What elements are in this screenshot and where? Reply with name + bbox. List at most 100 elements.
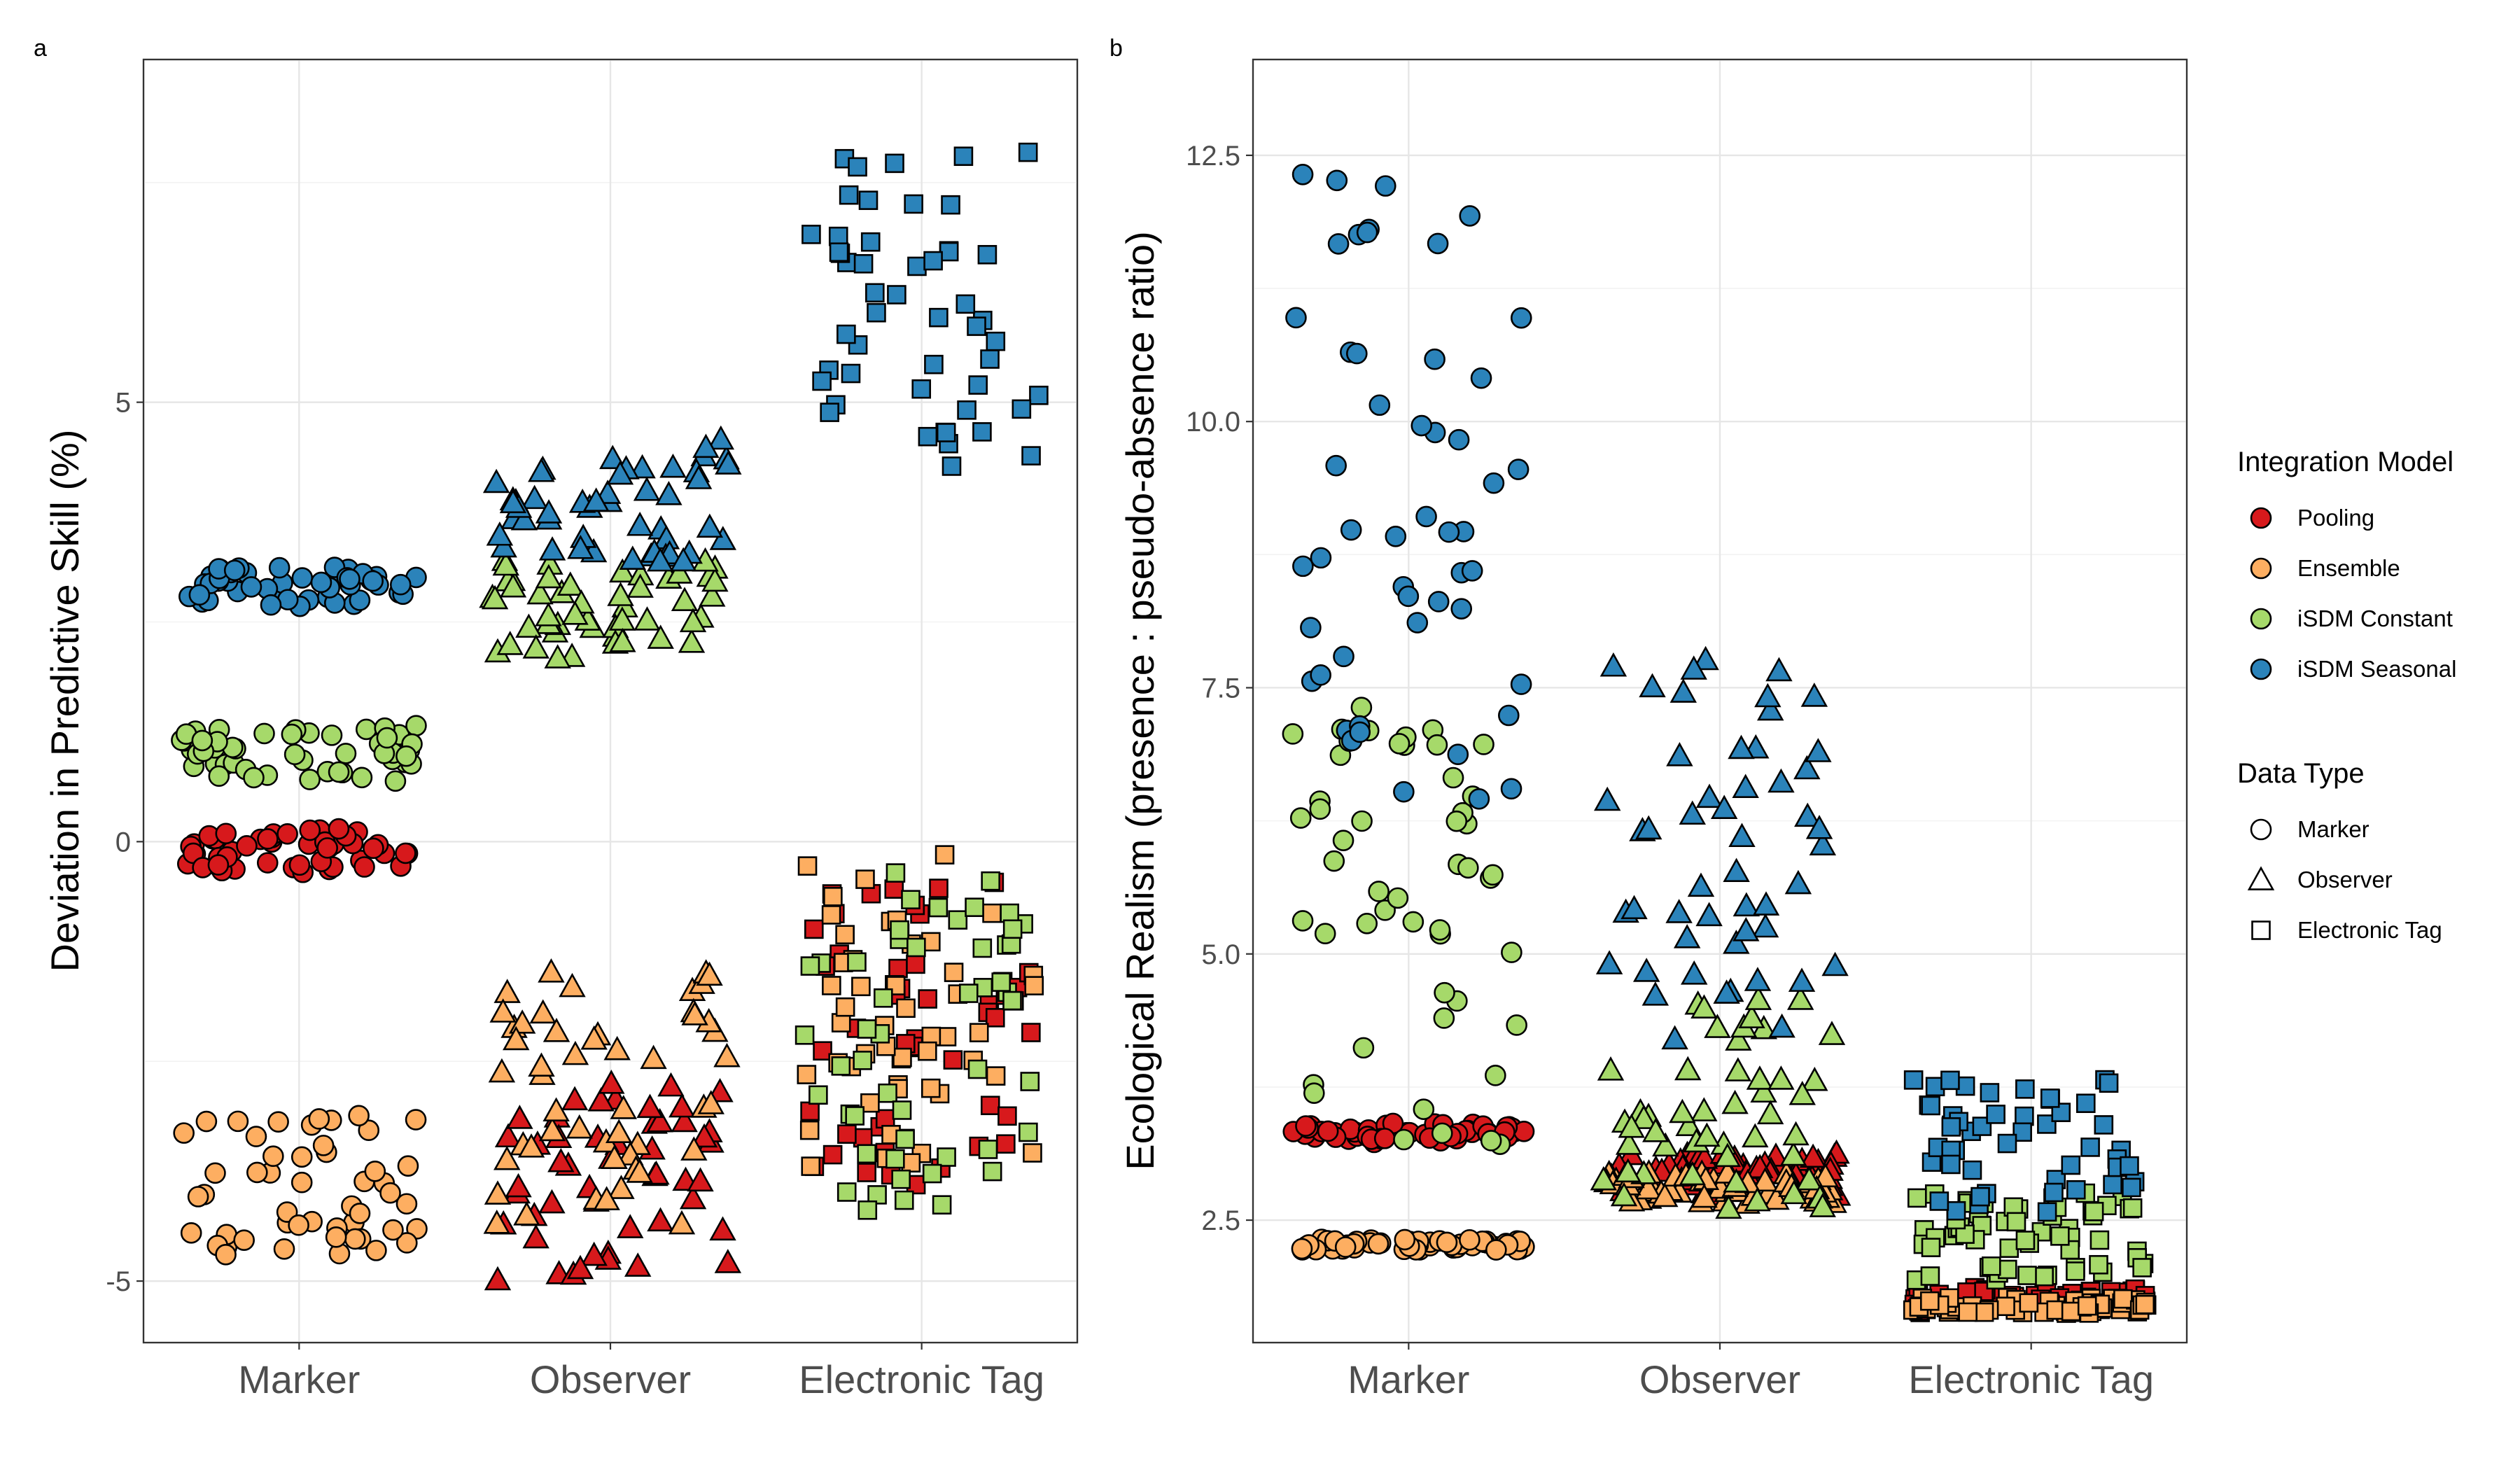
data-point: [655, 481, 682, 505]
data-point: [714, 1249, 742, 1273]
data-point: [1715, 1194, 1742, 1219]
data-point: [493, 979, 521, 1003]
data-point: [1597, 1056, 1625, 1081]
data-point: [1292, 163, 1314, 186]
data-point: [1725, 1026, 1752, 1051]
data-point: [180, 1222, 202, 1244]
data-point: [967, 1059, 988, 1079]
data-point: [857, 1019, 877, 1039]
data-point: [888, 958, 908, 979]
data-point: [207, 854, 230, 876]
data-point: [268, 556, 290, 579]
data-point: [1756, 1100, 1784, 1125]
data-point: [1784, 869, 1812, 895]
data-point: [1426, 734, 1448, 756]
data-point: [1300, 617, 1322, 638]
data-point: [797, 1065, 817, 1084]
x-tick-label: Observer: [530, 1357, 691, 1401]
data-point: [885, 153, 904, 174]
data-point: [1397, 585, 1420, 608]
data-point: [884, 879, 904, 899]
data-point: [1744, 967, 1772, 991]
data-point: [857, 1144, 876, 1164]
data-point: [922, 1163, 942, 1184]
data-point: [1029, 386, 1049, 405]
data-point: [986, 331, 1006, 351]
data-point: [957, 400, 976, 420]
data-point: [522, 1224, 550, 1249]
data-point: [608, 1175, 635, 1199]
data-point: [1768, 768, 1795, 793]
data-point: [1795, 1166, 1823, 1191]
data-point: [1436, 1231, 1458, 1254]
data-point: [328, 761, 350, 783]
data-point: [1704, 1014, 1731, 1038]
data-point: [713, 1042, 741, 1068]
data-point: [836, 1182, 857, 1202]
data-point: [490, 533, 517, 558]
data-point: [967, 316, 986, 336]
legend-key-isdm-constant: [2250, 608, 2272, 630]
data-point: [1818, 1021, 1846, 1045]
data-point: [679, 608, 707, 633]
data-point: [991, 972, 1011, 992]
legend-label: iSDM Constant: [2297, 606, 2453, 631]
data-point: [1732, 917, 1760, 941]
data-point: [349, 589, 371, 611]
data-point: [1413, 1098, 1435, 1120]
data-point: [260, 594, 282, 616]
data-point: [835, 997, 855, 1017]
data-point: [617, 1214, 644, 1238]
data-point: [1765, 657, 1793, 682]
data-point: [851, 976, 871, 997]
data-point: [538, 958, 565, 983]
legend-type-title: Data Type: [2237, 758, 2365, 789]
data-point: [223, 559, 246, 582]
data-point: [865, 283, 885, 303]
data-point: [1805, 815, 1833, 839]
data-point: [1980, 1083, 2000, 1102]
panel-b-tag: b: [1110, 35, 1123, 62]
data-point: [262, 1145, 284, 1168]
data-point: [901, 1153, 921, 1172]
data-point: [1600, 652, 1628, 677]
data-point: [1470, 367, 1492, 389]
data-point: [227, 1110, 249, 1133]
legend-key-isdm-seasonal: [2250, 658, 2272, 680]
y-tick-label: -5: [106, 1266, 131, 1297]
data-point: [582, 487, 610, 512]
data-point: [2122, 1177, 2141, 1198]
data-point: [1292, 910, 1314, 932]
data-point: [2034, 1266, 2054, 1287]
data-point: [636, 1093, 664, 1119]
panel-b: b 2.5 5.0 7.5 10.0 12.5 Marker Observer Electro…: [1110, 35, 2188, 1401]
data-point: [1406, 612, 1429, 634]
data-point: [1457, 857, 1479, 879]
data-point: [2094, 1115, 2114, 1135]
data-point: [1941, 1117, 1961, 1137]
data-point: [384, 770, 407, 792]
data-point: [1468, 788, 1490, 810]
data-point: [351, 766, 373, 789]
data-point: [1402, 911, 1424, 933]
data-point: [855, 869, 875, 889]
y-tick-label: 5.0: [1201, 939, 1240, 970]
data-point: [529, 999, 556, 1024]
data-point: [528, 1052, 555, 1077]
data-point: [1002, 919, 1023, 939]
data-point: [886, 1149, 905, 1169]
legend-key-ensemble: [2250, 557, 2272, 580]
data-point: [1326, 169, 1348, 192]
panel-a-y-axis-title: Deviation in Predictive Skill (%): [43, 430, 87, 972]
data-point: [492, 551, 519, 576]
data-point: [860, 232, 881, 252]
data-point: [2066, 1261, 2085, 1281]
data-point: [1325, 454, 1347, 477]
data-point: [657, 1072, 685, 1097]
data-point: [2006, 1212, 2026, 1232]
data-point: [891, 1169, 911, 1189]
data-point: [1510, 673, 1532, 695]
panel-a-points: [171, 142, 1049, 1291]
data-point: [853, 1051, 872, 1070]
data-point: [566, 1114, 593, 1139]
